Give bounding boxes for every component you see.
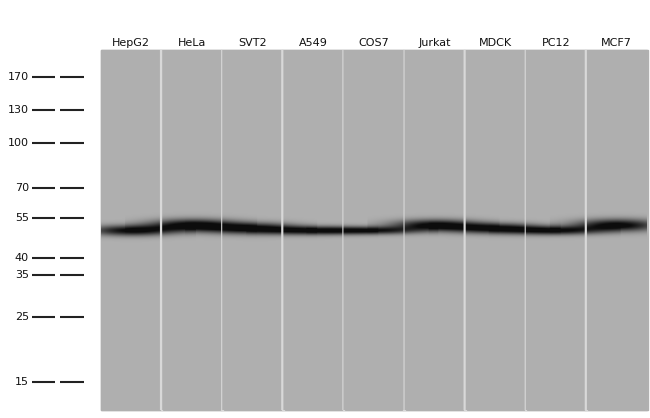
Text: 25: 25 — [15, 312, 29, 322]
Text: PC12: PC12 — [541, 38, 570, 48]
Text: MDCK: MDCK — [478, 38, 512, 48]
Text: 70: 70 — [15, 183, 29, 193]
Bar — [585, 50, 587, 410]
Text: 170: 170 — [8, 71, 29, 82]
Text: Jurkat: Jurkat — [418, 38, 450, 48]
Text: MCF7: MCF7 — [601, 38, 632, 48]
Text: 40: 40 — [15, 253, 29, 263]
Bar — [283, 50, 343, 410]
Bar — [161, 50, 162, 410]
Bar — [405, 50, 465, 410]
Text: 100: 100 — [8, 138, 29, 148]
Bar — [404, 50, 405, 410]
Text: 15: 15 — [15, 377, 29, 387]
Bar — [162, 50, 222, 410]
Bar — [464, 50, 465, 410]
Bar — [222, 50, 223, 410]
Text: 35: 35 — [15, 270, 29, 280]
Text: A549: A549 — [298, 38, 328, 48]
Text: 130: 130 — [8, 105, 29, 115]
Bar — [525, 50, 526, 410]
Bar — [223, 50, 283, 410]
Text: 55: 55 — [15, 213, 29, 223]
Bar — [525, 50, 526, 410]
Bar — [526, 50, 586, 410]
Text: SVT2: SVT2 — [238, 38, 266, 48]
Bar — [465, 50, 525, 410]
Bar — [586, 50, 587, 410]
Bar — [343, 50, 344, 410]
Bar — [587, 50, 647, 410]
Text: COS7: COS7 — [358, 38, 389, 48]
Bar — [343, 50, 344, 410]
Bar — [221, 50, 223, 410]
Text: HeLa: HeLa — [177, 38, 206, 48]
Bar — [101, 50, 647, 410]
Bar — [344, 50, 404, 410]
Text: HepG2: HepG2 — [112, 38, 150, 48]
Bar — [161, 50, 162, 410]
Bar — [403, 50, 405, 410]
Bar — [101, 50, 161, 410]
Bar — [282, 50, 283, 410]
